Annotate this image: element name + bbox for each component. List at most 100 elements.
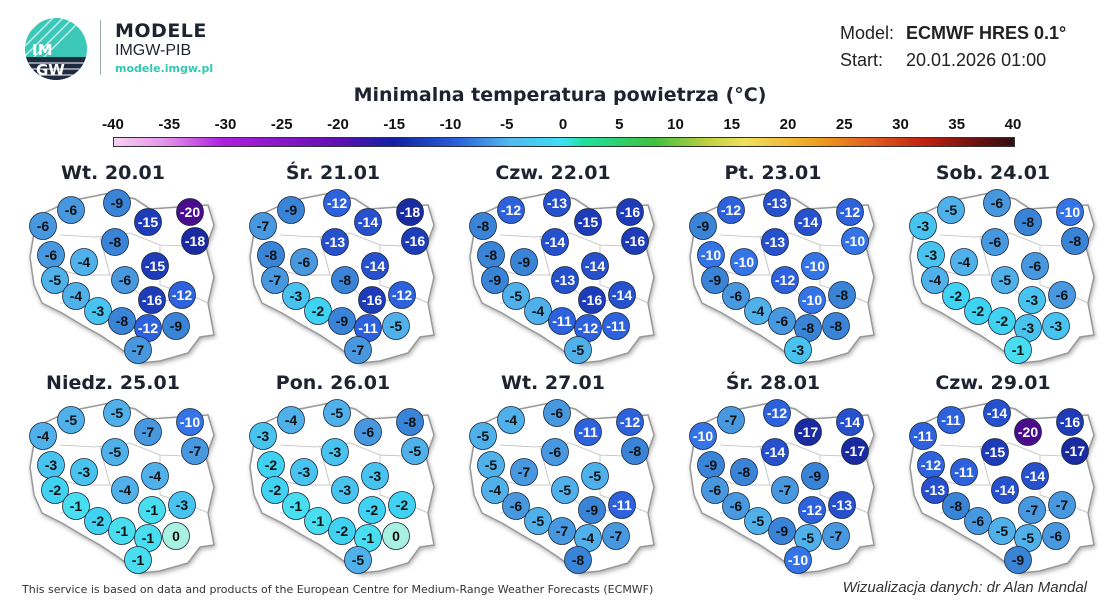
marker-circle (134, 208, 162, 236)
marker-circle (763, 189, 791, 217)
temperature-marker: -5 (502, 282, 530, 310)
temperature-marker: -5 (477, 451, 505, 479)
marker-circle (328, 307, 356, 335)
colorbar-tick-label: -25 (270, 116, 293, 133)
marker-value: -3 (290, 288, 303, 304)
colorbar-tick-label: -10 (439, 116, 462, 133)
temperature-marker: -3 (321, 438, 349, 466)
temperature-marker: -10 (697, 241, 725, 269)
temperature-marker: -1 (138, 496, 166, 524)
temperature-marker: -9 (689, 212, 717, 240)
marker-value: -2 (950, 288, 963, 304)
marker-value: -2 (312, 303, 325, 319)
brand-subtitle: IMGW-PIB (115, 42, 192, 59)
marker-value: -14 (358, 214, 378, 230)
marker-circle (763, 399, 791, 427)
marker-circle (942, 492, 970, 520)
marker-circle (396, 408, 424, 436)
poland-map: -8 -12 -13 -15 -16 -16 -14 -8 -9 -14 -9 -13 -5 -16 -14… (469, 189, 655, 364)
marker-value: -9 (518, 254, 531, 270)
temperature-marker: -1 (108, 517, 136, 545)
marker-circle (469, 422, 497, 450)
marker-circle (124, 336, 152, 364)
marker-value: -12 (392, 287, 412, 303)
marker-value: -9 (489, 272, 502, 288)
temperature-marker: -4 (70, 248, 98, 276)
temperature-marker: -7 (771, 476, 799, 504)
marker-value: -9 (170, 318, 183, 334)
temperature-marker: -8 (101, 228, 129, 256)
temperature-marker: -11 (608, 491, 636, 519)
marker-circle (304, 507, 332, 535)
temperature-marker: -12 (763, 399, 791, 427)
marker-value: -10 (1060, 204, 1080, 220)
marker-value: -16 (1060, 414, 1080, 430)
marker-circle (988, 307, 1016, 335)
marker-circle (548, 307, 576, 335)
marker-circle (134, 418, 162, 446)
marker-value: -1 (362, 530, 375, 546)
marker-circle (261, 476, 289, 504)
temperature-marker: -9 (277, 196, 305, 224)
marker-value: -8 (950, 498, 963, 514)
marker-circle (70, 248, 98, 276)
temperature-marker: -13 (921, 476, 949, 504)
marker-circle (524, 507, 552, 535)
day-map-panel: Sob. 24.01 -3 -5 -6 -8 -10 -8 -6 -3 -4 -6 -4 -5 -2 -3-… (880, 162, 1100, 385)
marker-circle (616, 408, 644, 436)
marker-circle (1014, 418, 1042, 446)
marker-circle (282, 282, 310, 310)
marker-circle (768, 307, 796, 335)
temperature-marker: -9 (103, 189, 131, 217)
marker-circle (621, 437, 649, 465)
marker-circle (469, 212, 497, 240)
temperature-marker: -8 (257, 241, 285, 269)
temperature-marker: -13 (543, 189, 571, 217)
marker-value: -14 (585, 258, 605, 274)
marker-value: -10 (845, 233, 865, 249)
model-label: Model: (840, 23, 895, 43)
marker-value: -14 (1025, 468, 1045, 484)
marker-circle (543, 189, 571, 217)
marker-value: -10 (802, 292, 822, 308)
marker-value: -4 (119, 482, 132, 498)
marker-value: -5 (945, 202, 958, 218)
temperature-marker: -9 (701, 266, 729, 294)
temperature-marker: 0 (382, 522, 410, 550)
marker-circle (942, 282, 970, 310)
temperature-marker: -9 (481, 266, 509, 294)
marker-value: -5 (532, 513, 545, 529)
marker-value: -9 (285, 202, 298, 218)
day-title: Czw. 29.01 (935, 372, 1051, 394)
marker-circle (744, 507, 772, 535)
marker-circle (1056, 408, 1084, 436)
marker-circle (358, 496, 386, 524)
marker-value: -20 (1018, 424, 1038, 440)
temperature-marker: -3 (37, 451, 65, 479)
marker-value: -8 (738, 464, 751, 480)
temperature-marker: -10 (784, 546, 812, 574)
marker-value: -3 (1026, 292, 1039, 308)
temperature-marker: -12 (574, 314, 602, 342)
temperature-marker: -14 (836, 408, 864, 436)
marker-circle (1021, 252, 1049, 280)
marker-circle (616, 198, 644, 226)
marker-value: -4 (582, 530, 595, 546)
temperature-marker: -2 (358, 496, 386, 524)
marker-value: -6 (1056, 287, 1069, 303)
temperature-marker: -9 (578, 496, 606, 524)
poland-map: -3 -4 -5 -6 -8 -5 -3 -2 -3 -3 -2 -3 -1 -2 -2 -1 -2 -1 0 -5 (249, 399, 435, 574)
colorbar-tick-label: 20 (779, 116, 797, 133)
marker-value: -5 (996, 523, 1009, 539)
marker-circle (361, 462, 389, 490)
day-title: Pon. 26.01 (275, 372, 391, 394)
marker-value: -8 (1022, 214, 1035, 230)
temperature-marker: -10 (689, 422, 717, 450)
marker-value: -5 (559, 482, 572, 498)
marker-circle (1018, 286, 1046, 314)
colorbar (113, 137, 1015, 147)
brand-url[interactable]: modele.imgw.pl (115, 62, 214, 75)
temperature-marker: -4 (744, 297, 772, 325)
marker-value: -8 (572, 552, 585, 568)
marker-value: -2 (366, 502, 379, 518)
